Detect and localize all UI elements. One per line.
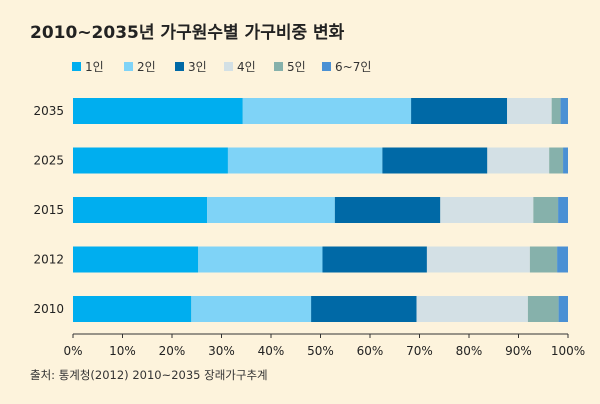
bar-2035-series-1 <box>73 98 243 124</box>
bar-2035-series-4 <box>507 98 552 124</box>
source-note: 출처: 통계청(2012) 2010~2035 장래가구추계 <box>30 368 268 382</box>
y-tick-label-2012: 2012 <box>33 253 64 267</box>
bar-2012-series-4 <box>426 246 530 273</box>
y-tick-label-2035: 2035 <box>33 104 64 118</box>
x-axis: 0% 10% 20% 30% 40% 50% 60% 70% 80% 90% 100% <box>63 333 585 358</box>
x-tick-label-9: 90% <box>505 344 532 358</box>
legend-swatch-6 <box>322 62 331 71</box>
x-tick-label-4: 40% <box>258 344 285 358</box>
y-tick-label-2025: 2025 <box>33 154 64 168</box>
bar-2010-series-5 <box>527 296 559 322</box>
bar-2010-series-3 <box>311 296 417 322</box>
bar-2012-series-3 <box>322 246 427 273</box>
bar-2010-series-4 <box>416 296 528 322</box>
y-axis: 2035 2025 2015 2012 2010 <box>33 104 64 316</box>
x-tick-label-10: 100% <box>551 344 585 358</box>
bar-2010-series-6 <box>558 296 568 322</box>
bar-2012-series-2 <box>198 246 323 273</box>
bar-2035-series-2 <box>242 98 412 124</box>
legend-swatch-2 <box>124 62 133 71</box>
x-tick-label-6: 60% <box>357 344 384 358</box>
y-tick-label-2015: 2015 <box>33 203 64 217</box>
bar-2015-series-3 <box>334 197 441 223</box>
bar-2015-series-5 <box>533 197 559 223</box>
bar-2025-series-4 <box>487 147 550 174</box>
bar-2012-series-1 <box>73 246 199 273</box>
bar-2010-series-1 <box>73 296 192 322</box>
bar-2025-series-5 <box>549 147 564 174</box>
legend-label-2: 2인 <box>137 60 156 74</box>
legend-swatch-4 <box>224 62 233 71</box>
bar-2025-series-1 <box>73 147 228 174</box>
legend-label-5: 5인 <box>287 60 306 74</box>
bar-2012-series-6 <box>557 246 568 273</box>
bar-2035-series-5 <box>551 98 561 124</box>
chart-title: 2010~2035년 가구원수별 가구비중 변화 <box>30 23 345 43</box>
x-tick-label-7: 70% <box>406 344 433 358</box>
bar-2025-series-3 <box>382 147 488 174</box>
x-tick-label-1: 10% <box>109 344 136 358</box>
bar-2010-series-2 <box>191 296 312 322</box>
legend-label-6: 6~7인 <box>335 60 371 74</box>
x-tick-label-0: 0% <box>63 344 82 358</box>
legend-swatch-1 <box>72 62 81 71</box>
bar-2012-series-5 <box>529 246 558 273</box>
x-tick-label-3: 30% <box>208 344 235 358</box>
legend-swatch-3 <box>175 62 184 71</box>
bar-2025-series-6 <box>563 147 568 174</box>
bar-2025-series-2 <box>227 147 383 174</box>
x-tick-label-5: 50% <box>307 344 334 358</box>
bar-2015-series-1 <box>73 197 208 223</box>
bar-2035-series-3 <box>411 98 508 124</box>
legend-label-4: 4인 <box>237 60 256 74</box>
legend-label-3: 3인 <box>188 60 207 74</box>
legend-label-1: 1인 <box>85 60 104 74</box>
x-tick-label-8: 80% <box>456 344 483 358</box>
y-tick-label-2010: 2010 <box>33 302 64 316</box>
bar-2015-series-6 <box>558 197 568 223</box>
bar-2015-series-4 <box>440 197 534 223</box>
plot-area <box>73 98 568 322</box>
legend-swatch-5 <box>274 62 283 71</box>
x-tick-label-2: 20% <box>159 344 186 358</box>
bar-2035-series-6 <box>560 98 568 124</box>
bar-2015-series-2 <box>207 197 335 223</box>
legend: 1인 2인 3인 4인 5인 6~7인 <box>72 60 371 74</box>
